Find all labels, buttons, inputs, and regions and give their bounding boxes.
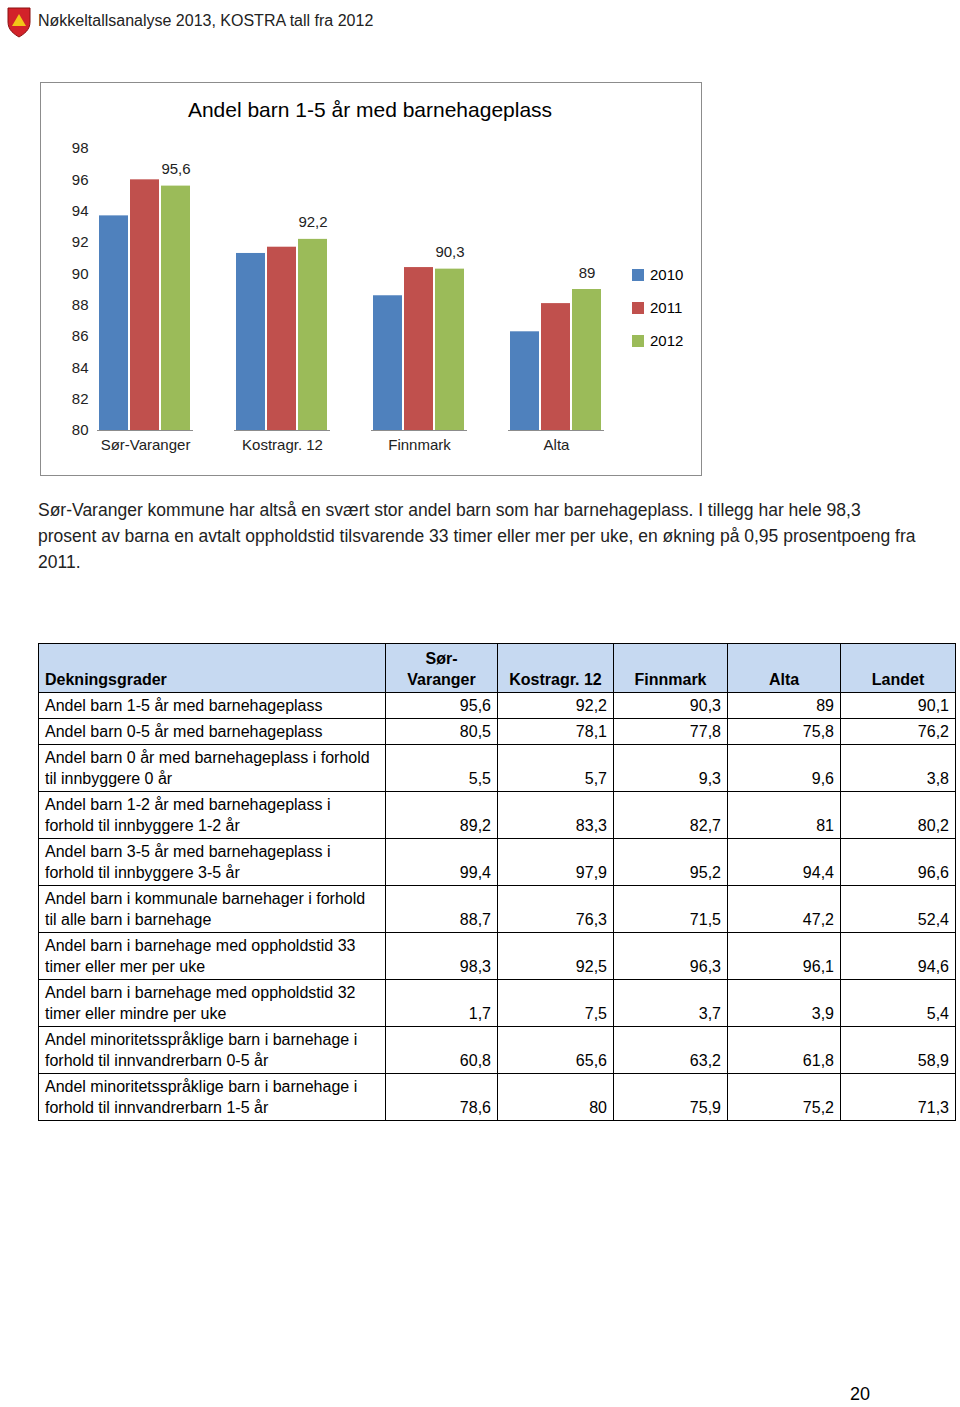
- svg-text:84: 84: [72, 359, 89, 376]
- svg-text:Sør-Varanger: Sør-Varanger: [101, 436, 191, 453]
- html-text:3,7: 3,7: [698, 1005, 721, 1022]
- html-text:Dekningsgrader: Dekningsgrader: [45, 671, 167, 688]
- html-text:Andel barn 3-5 år med barnehag: Andel barn 3-5 år med barnehageplass i f…: [45, 843, 331, 881]
- html-text:61,8: 61,8: [802, 1052, 834, 1069]
- html-text:5,7: 5,7: [584, 770, 607, 787]
- html-text:47,2: 47,2: [802, 911, 834, 928]
- html-text:75,8: 75,8: [802, 723, 834, 740]
- html-text:9,6: 9,6: [811, 770, 834, 787]
- svg-text:90: 90: [72, 265, 89, 282]
- html-text:58,9: 58,9: [917, 1052, 949, 1069]
- html-text:76,3: 76,3: [575, 911, 607, 928]
- html-text:76,2: 76,2: [917, 723, 949, 740]
- html-text:97,9: 97,9: [575, 864, 607, 881]
- html-text:1,7: 1,7: [468, 1005, 491, 1022]
- svg-text:89: 89: [579, 264, 596, 281]
- html-text:63,2: 63,2: [689, 1052, 721, 1069]
- html-text:Landet: Landet: [871, 671, 925, 688]
- html-text:5,5: 5,5: [468, 770, 491, 787]
- svg-text:92,2: 92,2: [298, 213, 327, 230]
- html-text:80,2: 80,2: [917, 817, 949, 834]
- html-text:2011: 2011: [650, 299, 683, 316]
- html-text:Andel barn 1-2 år med barnehag: Andel barn 1-2 år med barnehageplass i f…: [45, 796, 331, 834]
- html-text:80: 80: [589, 1099, 607, 1116]
- html-text:71,3: 71,3: [917, 1099, 949, 1116]
- svg-text:96: 96: [72, 171, 89, 188]
- svg-text:86: 86: [72, 327, 89, 344]
- html-text:Andel barn 1-5 år med barnehag: Andel barn 1-5 år med barnehageplass: [187, 98, 553, 121]
- html-text:92,5: 92,5: [575, 958, 607, 975]
- html-text:82,7: 82,7: [689, 817, 721, 834]
- html-text:78,1: 78,1: [575, 723, 607, 740]
- html-text:Kostragr. 12: Kostragr. 12: [509, 671, 602, 688]
- html-text:95,6: 95,6: [459, 697, 491, 714]
- html-text:3,9: 3,9: [811, 1005, 834, 1022]
- svg-text:82: 82: [72, 390, 89, 407]
- html-text:Andel minoritetsspråklige barn: Andel minoritetsspråklige barn i barneha…: [45, 1031, 358, 1069]
- html-text:75,9: 75,9: [689, 1099, 721, 1116]
- svg-text:80: 80: [72, 421, 89, 438]
- html-text:81: 81: [816, 817, 834, 834]
- html-text:96,3: 96,3: [689, 958, 721, 975]
- html-text:94,6: 94,6: [917, 958, 949, 975]
- html-text:94,4: 94,4: [802, 864, 834, 881]
- html-text:95,2: 95,2: [689, 864, 721, 881]
- html-text:75,2: 75,2: [802, 1099, 834, 1116]
- html-text:89: 89: [816, 697, 834, 714]
- html-text:Andel barn 0 år med barnehagep: Andel barn 0 år med barnehageplass i for…: [45, 749, 370, 787]
- html-text:Sør-Varanger kommune har altså: Sør-Varanger kommune har altså en svært …: [38, 500, 916, 572]
- html-text:83,3: 83,3: [575, 817, 607, 834]
- svg-text:Kostragr. 12: Kostragr. 12: [242, 436, 323, 453]
- svg-text:94: 94: [72, 202, 89, 219]
- svg-text:Finnmark: Finnmark: [388, 436, 451, 453]
- html-text:71,5: 71,5: [689, 911, 721, 928]
- html-text:2010: 2010: [650, 266, 684, 283]
- svg-text:92: 92: [72, 233, 89, 250]
- html-text:89,2: 89,2: [459, 817, 491, 834]
- html-text:65,6: 65,6: [575, 1052, 607, 1069]
- html-text:Finnmark: Finnmark: [634, 671, 707, 688]
- html-text:Andel barn i barnehage med opp: Andel barn i barnehage med oppholdstid 3…: [45, 937, 356, 975]
- svg-text:98: 98: [72, 139, 89, 156]
- html-text:77,8: 77,8: [689, 723, 721, 740]
- html-text:Andel minoritetsspråklige barn: Andel minoritetsspråklige barn i barneha…: [45, 1078, 358, 1116]
- html-text:2012: 2012: [650, 332, 684, 349]
- html-text:Andel barn 0-5 år med barnehag: Andel barn 0-5 år med barnehageplass: [45, 723, 323, 740]
- html-text:Nøkkeltallsanalyse 2013, KOSTR: Nøkkeltallsanalyse 2013, KOSTRA tall fra…: [38, 12, 374, 29]
- html-text:Andel barn i kommunale barneha: Andel barn i kommunale barnehager i forh…: [45, 890, 366, 928]
- html-text:90,3: 90,3: [689, 697, 721, 714]
- html-text:92,2: 92,2: [575, 697, 607, 714]
- svg-text:90,3: 90,3: [435, 243, 464, 260]
- html-text:80,5: 80,5: [459, 723, 491, 740]
- html-text:96,1: 96,1: [802, 958, 834, 975]
- html-text:98,3: 98,3: [459, 958, 491, 975]
- html-text:3,8: 3,8: [926, 770, 949, 787]
- html-text:78,6: 78,6: [459, 1099, 491, 1116]
- html-text:52,4: 52,4: [917, 911, 949, 928]
- html-text:Alta: Alta: [768, 671, 800, 688]
- svg-text:88: 88: [72, 296, 89, 313]
- svg-text:Alta: Alta: [544, 436, 571, 453]
- html-text:20: 20: [850, 1384, 870, 1404]
- html-text:99,4: 99,4: [459, 864, 491, 881]
- html-text:60,8: 60,8: [459, 1052, 491, 1069]
- html-text:90,1: 90,1: [917, 697, 949, 714]
- html-text:Andel barn i barnehage med opp: Andel barn i barnehage med oppholdstid 3…: [45, 984, 356, 1022]
- html-text:9,3: 9,3: [698, 770, 721, 787]
- html-text:Sør-Varanger: Sør-Varanger: [407, 650, 476, 688]
- html-text:88,7: 88,7: [459, 911, 491, 928]
- html-text:Andel barn 1-5 år med barnehag: Andel barn 1-5 år med barnehageplass: [45, 697, 323, 714]
- html-text:7,5: 7,5: [584, 1005, 607, 1022]
- html-text:96,6: 96,6: [917, 864, 949, 881]
- html-text:5,4: 5,4: [926, 1005, 949, 1022]
- svg-text:95,6: 95,6: [161, 160, 190, 177]
